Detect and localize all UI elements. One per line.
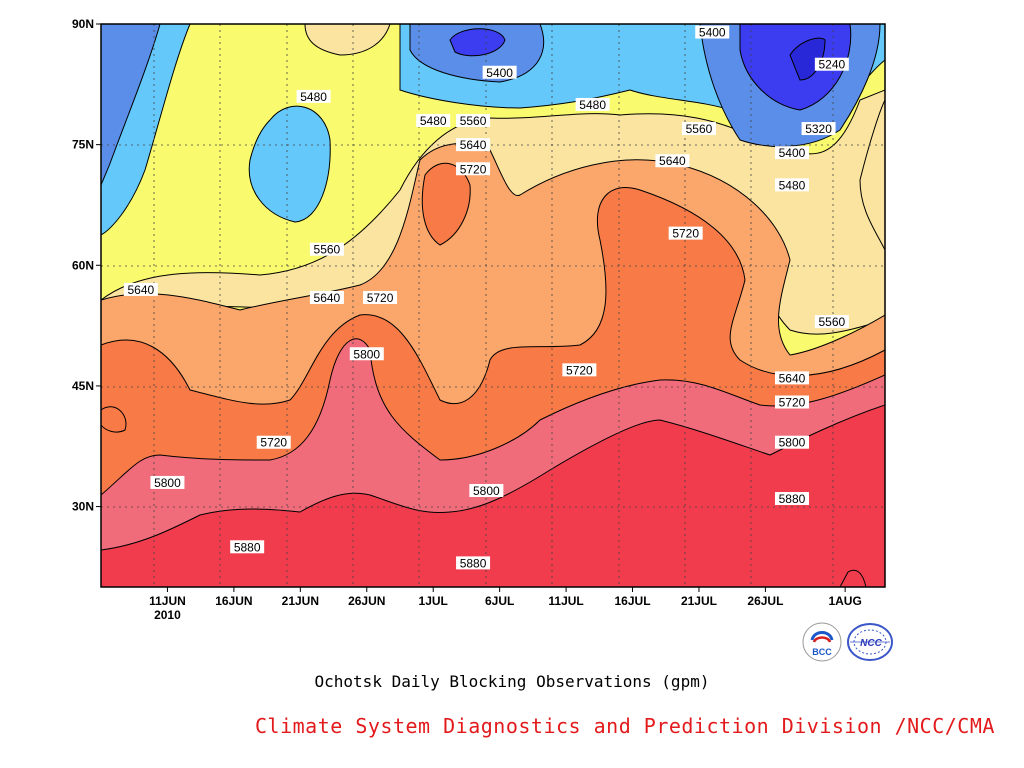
y-axis: 30N 45N 60N 75N 90N	[72, 17, 101, 514]
contour-label-bg	[309, 242, 344, 256]
contour-label-bg	[309, 290, 344, 304]
contour-label-bg	[575, 97, 610, 111]
contour-label-bg	[296, 89, 331, 103]
band-5560-5640-top	[304, 24, 391, 56]
x-year-label: 2010	[154, 608, 181, 622]
contour-label: 5480	[300, 90, 327, 104]
contour-label: 5560	[686, 122, 713, 136]
contour-label-bg	[774, 492, 809, 506]
contour-label: 5480	[420, 114, 447, 128]
contour-label: 5480	[579, 98, 606, 112]
plot-frame	[100, 23, 886, 588]
x-tick-label: 26JUN	[348, 594, 385, 608]
contour-label: 5400	[486, 66, 513, 80]
contour-labels: 5400 5400 5240 5480 5480 5560 5480 5560 5320 5640…	[123, 25, 849, 570]
contour-label-bg	[256, 435, 291, 449]
x-tick-label: 1AUG	[828, 594, 861, 608]
contour-label-bg	[681, 122, 716, 136]
contour-label: 5720	[566, 363, 593, 377]
contour-label-bg	[469, 483, 504, 497]
contour-label: 5400	[779, 146, 806, 160]
contour-label-bg	[349, 347, 384, 361]
contour-label-bg	[774, 435, 809, 449]
contour-label-bg	[814, 57, 849, 71]
contour-label: 5720	[460, 162, 487, 176]
contour-label-bg	[150, 475, 185, 489]
credit-line: Climate System Diagnostics and Predictio…	[255, 714, 995, 738]
contour-label-bg	[562, 363, 597, 377]
x-tick-label: 16JUN	[215, 594, 252, 608]
contour-label-bg	[655, 154, 690, 168]
contour-label-bg	[230, 540, 265, 554]
contour-label: 5560	[818, 315, 845, 329]
contour-label: 5800	[779, 436, 806, 450]
bcc-logo-text: BCC	[812, 647, 832, 657]
contour-label: 5640	[779, 371, 806, 385]
contour-label: 5560	[460, 114, 487, 128]
contour-label-bg	[668, 226, 703, 240]
x-tick-label: 1JUL	[419, 594, 448, 608]
contour-label: 5880	[234, 540, 261, 554]
contour-label: 5320	[805, 122, 832, 136]
contour-label-bg	[363, 290, 398, 304]
contour-label: 5720	[260, 436, 287, 450]
x-tick-label: 21JUN	[282, 594, 319, 608]
contour-label-bg	[801, 122, 836, 136]
band-5320-5400-left	[101, 24, 161, 186]
contour-label-bg	[123, 282, 158, 296]
x-tick-label: 16JUL	[615, 594, 651, 608]
y-tick-label: 45N	[72, 379, 94, 393]
contour-label-bg	[774, 178, 809, 192]
contour-label-bg	[482, 65, 517, 79]
contour-label-bg	[774, 371, 809, 385]
contour-label: 5640	[659, 154, 686, 168]
bcc-logo: BCC	[802, 622, 842, 662]
contour-fills	[101, 24, 885, 587]
contour-label-bg	[416, 114, 451, 128]
y-tick-label: 90N	[72, 17, 94, 31]
contour-label: 5880	[779, 492, 806, 506]
x-tick-label: 26JUL	[747, 594, 783, 608]
contour-label-bg	[774, 146, 809, 160]
band-above-5880	[101, 404, 885, 587]
x-tick-label: 21JUL	[681, 594, 717, 608]
contour-label: 5240	[818, 58, 845, 72]
contour-label-bg	[456, 556, 491, 570]
ncc-logo: NCC	[847, 623, 893, 661]
band-5400-5480-ellipse	[248, 105, 331, 223]
y-tick-label: 60N	[72, 258, 94, 272]
contour-label: 5720	[672, 227, 699, 241]
x-tick-label: 11JUN	[149, 594, 186, 608]
band-5560-5640-right	[859, 99, 885, 251]
contour-label-bg	[774, 395, 809, 409]
x-tick-label: 11JUL	[548, 594, 583, 608]
island-5720-1jul	[421, 162, 471, 246]
contour-label: 5800	[353, 347, 380, 361]
contour-label-bg	[456, 162, 491, 176]
contour-label-bg	[814, 315, 849, 329]
y-tick-label: 75N	[72, 138, 94, 152]
contour-label: 5640	[314, 291, 341, 305]
contour-label-bg	[456, 138, 491, 152]
x-tick-label: 6JUL	[485, 594, 514, 608]
ncc-logo-text: NCC	[860, 638, 882, 649]
contour-label: 5400	[699, 26, 726, 40]
contour-label: 5480	[779, 178, 806, 192]
contour-label: 5880	[460, 556, 487, 570]
band-5240-5320-center	[449, 28, 506, 57]
contour-label: 5720	[779, 396, 806, 410]
contour-label: 5800	[473, 484, 500, 498]
contour-label: 5720	[367, 291, 394, 305]
chart-title: Ochotsk Daily Blocking Observations (gpm…	[314, 672, 710, 691]
island-5720	[101, 406, 127, 433]
contour-label: 5800	[154, 476, 181, 490]
contour-label: 5640	[128, 283, 155, 297]
contour-label: 5640	[460, 138, 487, 152]
contour-label-bg	[456, 114, 491, 128]
contour-label-bg	[695, 25, 730, 39]
contour-label: 5560	[314, 243, 341, 257]
y-tick-label: 30N	[72, 500, 94, 514]
